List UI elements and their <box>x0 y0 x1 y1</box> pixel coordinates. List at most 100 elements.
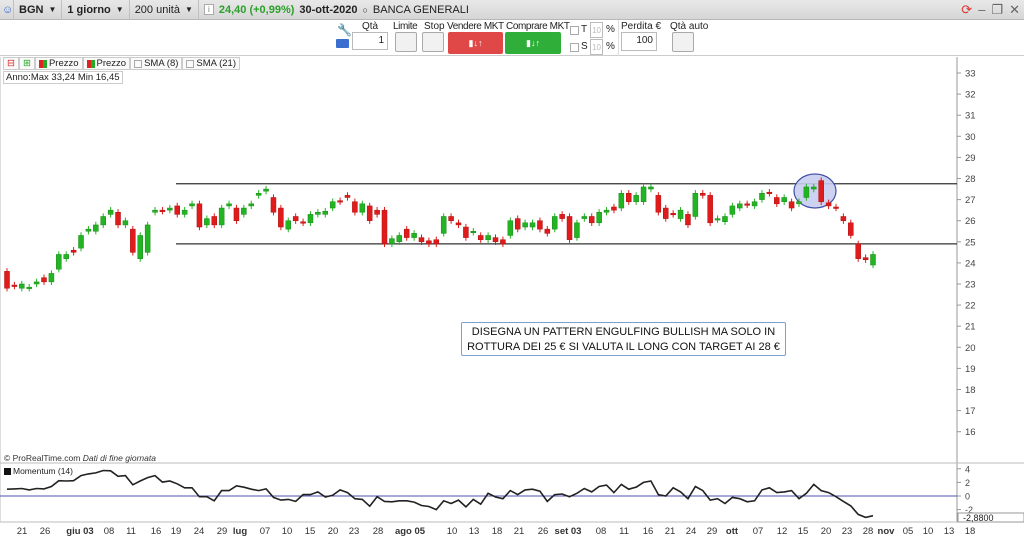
symbol-dropdown[interactable]: BGN ▼ <box>14 0 63 20</box>
qty-label: Qtà <box>362 21 379 32</box>
x-tick-label: 16 <box>643 526 654 537</box>
momentum-tick-label: 0 <box>965 492 970 502</box>
y-tick-label: 16 <box>965 427 976 438</box>
stop-order-button[interactable] <box>422 32 444 52</box>
candle <box>514 218 521 230</box>
candle <box>359 203 366 213</box>
legend-price[interactable]: Prezzo <box>34 57 83 70</box>
zoom-in-button[interactable]: ⊞ <box>18 57 35 70</box>
x-tick-label: ago 05 <box>395 526 426 537</box>
candle <box>796 201 802 205</box>
candle <box>255 193 262 196</box>
candle <box>70 249 77 253</box>
candle <box>655 195 662 213</box>
zoom-out-button[interactable]: ⊟ <box>3 57 19 70</box>
candle <box>329 201 336 209</box>
candle <box>470 231 477 233</box>
candle <box>544 228 551 234</box>
y-tick-label: 28 <box>965 174 976 185</box>
keyboard-icon[interactable] <box>336 39 349 48</box>
legend-price-2[interactable]: Prezzo <box>82 57 131 70</box>
legend-sma-21[interactable]: SMA (21) <box>182 57 241 70</box>
candle <box>167 207 173 211</box>
refresh-icon[interactable]: ⟳ <box>961 2 973 17</box>
candle <box>559 214 565 219</box>
candle <box>241 207 247 215</box>
x-tick-label: 10 <box>282 526 293 537</box>
qty-input[interactable]: 1 <box>352 32 388 50</box>
momentum-value-box <box>957 512 1024 523</box>
x-tick-label: ott <box>726 526 739 537</box>
x-tick-label: 28 <box>373 526 384 537</box>
info-icon[interactable]: i <box>203 4 214 15</box>
chevron-down-icon: ▼ <box>115 5 124 14</box>
buy-market-button[interactable]: ▮↓↑ <box>505 32 561 54</box>
candle <box>411 233 417 238</box>
candle <box>751 201 758 207</box>
loss-input[interactable]: 100 <box>621 32 657 51</box>
momentum-tick-label: -2 <box>965 505 973 515</box>
x-tick-label: 13 <box>944 526 955 537</box>
top-bar: ☺ BGN ▼ 1 giorno ▼ 200 unità ▼ i 24,40 (+0,… <box>0 0 1024 20</box>
candle <box>344 195 351 198</box>
x-tick-label: 24 <box>686 526 697 537</box>
chart-legend: ⊟ ⊞ Prezzo Prezzo SMA (8) SMA (21) <box>3 57 241 70</box>
sell-label: Vendere MKT <box>447 21 504 32</box>
momentum-line <box>6 469 874 519</box>
sell-market-button[interactable]: ▮↓↑ <box>448 32 503 54</box>
t-percent-input[interactable]: 10 <box>590 22 603 38</box>
minimize-icon[interactable]: – <box>978 2 986 17</box>
candle <box>41 277 47 283</box>
candle <box>418 237 425 243</box>
close-icon[interactable]: ✕ <box>1009 2 1020 17</box>
candle <box>566 216 573 240</box>
price-swatch <box>86 59 95 68</box>
x-tick-label: 12 <box>777 526 788 537</box>
candle <box>507 220 514 236</box>
candle <box>130 228 136 253</box>
candle <box>381 209 388 245</box>
year-range-info: Anno:Max 33,24 Min 16,45 <box>3 71 123 84</box>
x-tick-label: nov <box>878 526 896 537</box>
price-swatch <box>38 59 47 68</box>
y-tick-label: 21 <box>965 322 976 333</box>
y-tick-label: 32 <box>965 90 976 101</box>
candle <box>115 212 121 226</box>
timeframe-dropdown[interactable]: 1 giorno ▼ <box>62 0 130 20</box>
x-tick-label: giu 03 <box>66 526 93 537</box>
candle <box>788 201 795 209</box>
momentum-tick-label: 4 <box>965 464 970 474</box>
x-tick-label: 20 <box>328 526 339 537</box>
s-percent-input[interactable]: 10 <box>590 39 603 55</box>
x-tick-label: 07 <box>260 526 271 537</box>
y-tick-label: 19 <box>965 364 976 375</box>
candle <box>174 205 180 215</box>
wrench-icon[interactable]: 🔧 <box>337 23 352 37</box>
x-tick-label: 15 <box>798 526 809 537</box>
candle <box>774 197 780 205</box>
s-checkbox[interactable] <box>570 43 579 52</box>
candle <box>529 222 536 228</box>
x-tick-label: 23 <box>842 526 853 537</box>
candle <box>56 254 62 270</box>
t-checkbox[interactable] <box>570 26 579 35</box>
auto-qty-button[interactable] <box>672 32 694 52</box>
restore-icon[interactable]: ❐ <box>991 2 1004 17</box>
app-icon[interactable]: ☺ <box>0 0 14 20</box>
legend-sma-8[interactable]: SMA (8) <box>130 57 183 70</box>
x-tick-label: set 03 <box>555 526 582 537</box>
units-dropdown[interactable]: 200 unità ▼ <box>130 0 199 20</box>
candle <box>603 209 610 213</box>
limit-order-button[interactable] <box>395 32 417 52</box>
x-tick-label: lug <box>233 526 247 537</box>
annotation-textbox[interactable]: DISEGNA UN PATTERN ENGULFING BULLISH MA … <box>461 322 786 356</box>
limit-label: Limite <box>393 21 418 32</box>
candle <box>700 193 706 196</box>
x-tick-label: 29 <box>707 526 718 537</box>
candle <box>714 218 721 221</box>
copyright: © ProRealTime.com Dati di fine giornata <box>4 453 156 463</box>
momentum-legend[interactable]: Momentum (14) <box>4 466 73 476</box>
candle <box>93 224 99 232</box>
candle <box>248 203 255 207</box>
